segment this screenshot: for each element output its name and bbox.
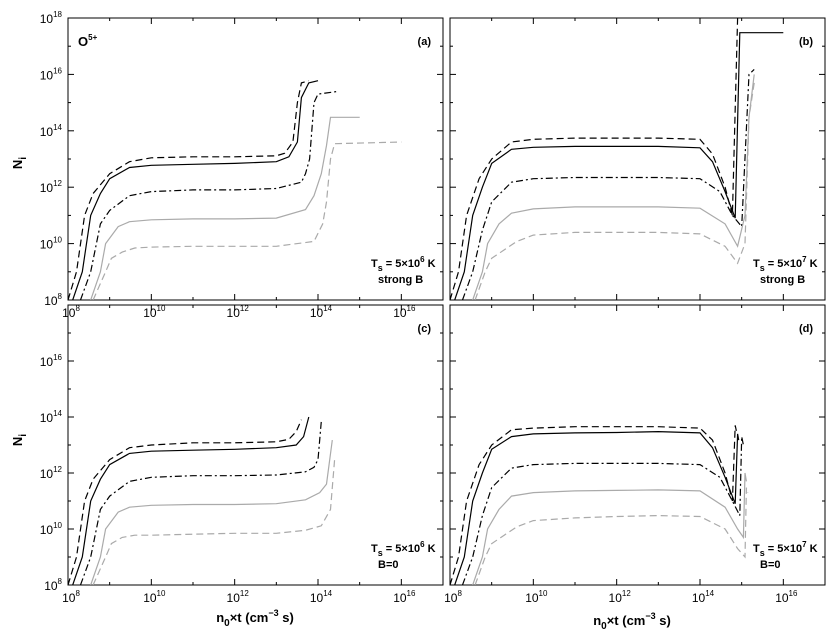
series-line-3 [461, 436, 744, 585]
series-line-2 [454, 430, 740, 585]
series-line-4 [90, 440, 333, 585]
x-tick-label: 1010 [525, 589, 548, 605]
x-tick-label: 108 [62, 589, 80, 605]
panel-a: 108 1010 1012 1014 1016 108 1010 1012 1014 1016 10… [40, 10, 444, 320]
y-tick-label: 1014 [40, 123, 63, 139]
panel-label: (c) [418, 323, 432, 335]
y-tick-label: 1016 [40, 66, 63, 82]
panel-label: (d) [799, 323, 813, 335]
y-tick-label: 1018 [40, 10, 63, 26]
field-annotation: strong B [378, 274, 423, 286]
panel-label: (b) [799, 36, 813, 48]
axis-ticks [449, 304, 826, 586]
axis-ticks [67, 304, 444, 586]
field-annotation: strong B [760, 274, 805, 286]
y-tick-label: 1012 [40, 179, 63, 195]
panel-d: 108 1010 1012 1014 1016 (d) Ts = 5×107 KB=0 [444, 304, 826, 605]
axis-ticks [67, 17, 444, 301]
y-axis-label-bottom: Ni [10, 434, 29, 446]
series-line-3 [79, 421, 322, 585]
tick-labels: 108 1010 1012 1014 1016 108 1010 1012 1014 1016 [40, 353, 416, 605]
series-line-4 [472, 74, 755, 300]
x-tick-label: 108 [62, 304, 80, 320]
y-tick-label: 1012 [40, 465, 63, 481]
field-annotation: B=0 [760, 559, 781, 571]
series-group [450, 425, 749, 585]
x-tick-label: 1016 [393, 589, 416, 605]
series-line-1 [68, 80, 309, 300]
y-tick-label: 1010 [40, 521, 63, 537]
series-line-5 [474, 487, 749, 585]
x-tick-label: 1014 [310, 589, 333, 605]
series-line-2 [454, 32, 784, 300]
series-line-5 [474, 82, 755, 300]
temperature-annotation: Ts = 5×106 K [371, 540, 436, 558]
x-tick-label: 1012 [609, 589, 632, 605]
x-tick-label: 1010 [143, 304, 166, 320]
series-group [68, 80, 402, 300]
temperature-annotation: Ts = 5×106 K [371, 255, 436, 273]
x-tick-label: 1014 [692, 589, 715, 605]
x-tick-label: 1016 [393, 304, 416, 320]
series-group [450, 18, 784, 300]
field-annotation: B=0 [378, 559, 399, 571]
temperature-annotation: Ts = 5×107 K [753, 255, 818, 273]
tick-labels: 108 1010 1012 1014 1016 108 1010 1012 1014 1016 10… [40, 10, 416, 320]
series-line-5 [92, 141, 402, 300]
series-line-5 [92, 459, 336, 585]
y-axis-label-top: Ni [10, 157, 29, 169]
series-line-2 [72, 416, 310, 585]
x-tick-label: 1016 [775, 589, 798, 605]
x-tick-label: 1012 [227, 304, 250, 320]
series-line-4 [472, 472, 747, 585]
temperature-annotation: Ts = 5×107 K [753, 540, 818, 558]
series-line-2 [72, 80, 319, 300]
series-line-3 [79, 90, 338, 300]
y-tick-label: 108 [44, 292, 62, 308]
panel-c: 108 1010 1012 1014 10161081010101210141016(c… [40, 304, 444, 605]
series-line-1 [450, 18, 739, 300]
panel-label: (a) [418, 36, 432, 48]
x-axis-label-left: n0×t (cm−3 s) [216, 608, 294, 629]
series-line-3 [461, 68, 755, 300]
ion-label: O5+ [78, 33, 98, 49]
series-line-4 [90, 116, 360, 300]
y-tick-label: 1016 [40, 353, 63, 369]
y-tick-label: 108 [44, 577, 62, 593]
panels: 108 1010 1012 1014 1016108101010121014101610… [40, 10, 826, 605]
series-line-1 [450, 425, 738, 585]
x-tick-label: 1010 [143, 589, 166, 605]
x-axis-label-right: n0×t (cm−3 s) [593, 611, 671, 632]
series-line-1 [68, 419, 302, 585]
x-tick-label: 1014 [310, 304, 333, 320]
y-tick-label: 1014 [40, 409, 63, 425]
y-tick-label: 1010 [40, 236, 63, 252]
x-tick-label: 108 [444, 589, 462, 605]
series-group [68, 416, 336, 585]
tick-labels: 108 1010 1012 1014 1016 [444, 589, 798, 605]
x-tick-label: 1012 [227, 589, 250, 605]
